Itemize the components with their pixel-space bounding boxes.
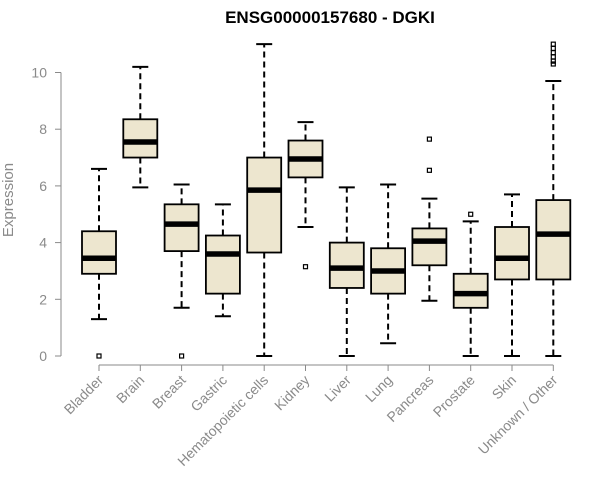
x-tick-label: Kidney [271, 372, 313, 414]
y-tick-label: 10 [31, 65, 47, 81]
box-liver [328, 186, 365, 357]
box-skin [494, 193, 530, 357]
outlier-point [550, 58, 556, 64]
box-kidney [287, 121, 324, 270]
boxes [81, 41, 572, 359]
iqr-box [494, 226, 530, 281]
outlier-point [550, 61, 556, 67]
iqr-box [122, 118, 159, 159]
outlier-point [179, 353, 185, 359]
iqr-box [411, 227, 448, 267]
x-tick-label: Prostate [430, 372, 478, 420]
iqr-box [535, 199, 572, 281]
y-axis-label: Expression [0, 163, 17, 237]
y-tick-label: 4 [39, 235, 47, 251]
box-hematopoietic-cells [246, 43, 283, 357]
outlier-point [550, 54, 556, 60]
axes: 0 2 4 6 8 10 [31, 65, 554, 371]
y-tick-label: 2 [39, 291, 47, 307]
iqr-box [452, 272, 489, 309]
x-tick-label: Brain [113, 372, 147, 406]
box-pancreas [411, 136, 448, 302]
box-brain [122, 65, 159, 189]
y-tick-label: 0 [39, 348, 47, 364]
iqr-box [163, 203, 200, 253]
outlier-point [426, 167, 432, 173]
iqr-box [246, 156, 283, 254]
x-tick-label: Skin [489, 372, 520, 403]
iqr-box [81, 230, 117, 275]
box-gastric [204, 203, 241, 318]
box-lung [370, 183, 407, 345]
y-tick-label: 8 [39, 121, 47, 137]
outlier-point [426, 136, 432, 142]
iqr-box [328, 241, 365, 289]
outlier-point [302, 264, 309, 270]
x-tick-label: Breast [149, 372, 189, 412]
outlier-point [550, 41, 556, 47]
iqr-box [204, 234, 241, 295]
x-tick-label: Liver [321, 372, 354, 405]
x-tick-label: Lung [362, 372, 395, 405]
outlier-point [468, 211, 474, 217]
outlier-point [550, 45, 556, 52]
box-prostate [452, 211, 489, 357]
x-tick-label: Bladder [61, 372, 107, 418]
chart-title: ENSG00000157680 - DGKI [225, 8, 435, 27]
box-bladder [81, 167, 117, 359]
outlier-point [96, 353, 102, 359]
box-breast [163, 183, 200, 359]
box-unknown-other [535, 41, 572, 357]
y-tick-label: 6 [39, 178, 47, 194]
outlier-point [550, 50, 556, 56]
